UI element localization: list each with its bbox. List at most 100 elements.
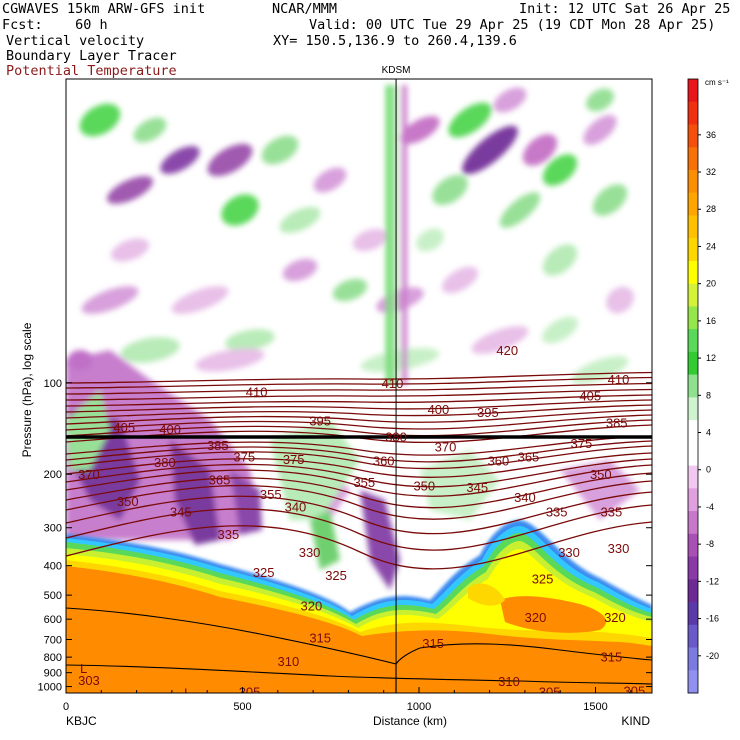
velocity-cell — [432, 174, 468, 206]
colorbar-tick-label: 8 — [706, 390, 711, 400]
theta-contour-label: 360 — [373, 453, 395, 468]
velocity-cell — [606, 286, 634, 314]
velocity-cell — [571, 356, 629, 384]
theta-contour-label: 330 — [608, 541, 630, 556]
colorbar-swatch — [688, 215, 698, 239]
theta-contour-line — [66, 376, 652, 389]
colorbar-tick-label: -20 — [706, 651, 719, 661]
theta-contour-label: 420 — [496, 343, 518, 358]
theta-contour-label: 400 — [159, 422, 181, 437]
velocity-cell — [522, 134, 558, 166]
colorbar-tick-label: 32 — [706, 167, 716, 177]
station-marker-label: KDSM — [382, 65, 411, 76]
x-tick-label: 1000 — [407, 701, 431, 713]
y-tick-label: 600 — [44, 614, 62, 626]
vertical-velocity-waves — [68, 85, 634, 385]
colorbar-tick-label: -16 — [706, 614, 719, 624]
theta-contour-line — [66, 394, 652, 407]
theta-contour-label: 305 — [239, 685, 261, 700]
theta-contour-label: 305 — [539, 685, 561, 700]
potential-temperature-contours — [66, 371, 652, 570]
colorbar-tick-label: 4 — [706, 428, 711, 438]
theta-contour-label: 330 — [299, 545, 321, 560]
velocity-cell — [541, 316, 579, 344]
potential-temperature-labels: 420 410 410 410 405 405 400 400 395 395 385 385 380 3… — [78, 343, 645, 700]
colorbar: 36 32 28 24 20 16 12 8 4 0 -4 -8 -12 -16 -20 — [687, 78, 719, 694]
colorbar-swatch — [688, 397, 698, 421]
colorbar-swatch — [688, 101, 698, 125]
theta-contour-line — [66, 445, 652, 470]
y-tick-label: 900 — [44, 668, 62, 680]
colorbar-swatch — [688, 488, 698, 512]
velocity-cell — [360, 347, 440, 373]
init-time: Init: 12 UTC Sat 26 Apr 25 — [519, 1, 731, 17]
velocity-cell — [499, 192, 541, 228]
y-tick-label: 500 — [44, 590, 62, 602]
theta-contour-line — [66, 414, 652, 431]
velocity-cell — [106, 176, 154, 204]
colorbar-tick-label: 0 — [706, 465, 711, 475]
colorbar-tick-label: 36 — [706, 130, 716, 140]
theta-contour-label: 320 — [525, 610, 547, 625]
colorbar-tick-label: -12 — [706, 576, 719, 586]
velocity-cell — [160, 146, 200, 174]
theta-contour-label: 380 — [154, 455, 176, 470]
velocity-cell — [462, 125, 518, 175]
valid-time: Valid: 00 UTC Tue 29 Apr 25 (19 CDT Mon … — [309, 17, 716, 33]
theta-contour-label: 315 — [422, 636, 444, 651]
forecast-hour: Fcst: 60 h — [2, 17, 108, 33]
velocity-stripe — [392, 85, 397, 385]
theta-contour-line — [66, 464, 652, 497]
theta-contour-line — [66, 435, 652, 456]
colorbar-swatch — [688, 374, 698, 398]
velocity-cell — [441, 266, 479, 294]
velocity-cell — [261, 135, 299, 165]
colorbar-tick-label: 20 — [706, 279, 716, 289]
x-axis-title: Distance (km) — [373, 714, 447, 728]
colorbar-swatch — [688, 533, 698, 558]
colorbar-swatch — [688, 329, 698, 353]
theta-contour-label: 410 — [246, 385, 268, 400]
theta-contour-label: 405 — [113, 420, 135, 435]
velocity-cell — [592, 184, 628, 216]
velocity-cell — [225, 329, 275, 351]
theta-contour-label: 335 — [601, 504, 623, 519]
velocity-stripe — [386, 85, 391, 385]
theta-contour-label: 345 — [466, 480, 488, 495]
low-marker: L — [184, 685, 191, 700]
theta-contour-label: 325 — [532, 571, 554, 586]
y-tick-label: 100 — [44, 378, 62, 390]
colorbar-swatch — [688, 511, 698, 535]
theta-contour-label: 310 — [498, 674, 520, 689]
colorbar-swatch — [688, 624, 698, 649]
colorbar-tick-label: 12 — [706, 353, 716, 363]
theta-contour-label: 305 — [623, 683, 645, 698]
velocity-cell — [313, 167, 347, 193]
x-tick-label: 0 — [63, 701, 69, 713]
theta-contour-label: 320 — [604, 610, 626, 625]
velocity-cell — [133, 117, 167, 143]
velocity-cell — [542, 244, 578, 276]
theta-contour-line — [66, 388, 652, 401]
organization: NCAR/MMM — [272, 1, 338, 17]
velocity-cell — [542, 154, 578, 186]
colorbar-swatch — [688, 420, 698, 444]
velocity-cell — [583, 115, 617, 145]
theta-contour-label: 395 — [477, 405, 499, 420]
plot-area: 420 410 410 410 405 405 400 400 395 395 385 385 380 3… — [66, 79, 652, 700]
colorbar-units: cm s⁻¹ — [705, 78, 729, 87]
theta-contour-label: 405 — [579, 388, 601, 403]
theta-contour-line — [66, 452, 652, 478]
left-endpoint-label: KBJC — [66, 714, 97, 728]
velocity-cell — [471, 326, 529, 354]
theta-contour-label: 360 — [488, 453, 510, 468]
theta-contour-label: 375 — [283, 452, 305, 467]
theta-contour-label: 385 — [606, 415, 628, 430]
colorbar-tick-label: -4 — [706, 502, 714, 512]
colorbar-swatch — [688, 283, 698, 307]
colorbar-swatch — [688, 579, 698, 603]
colorbar-swatch — [688, 465, 698, 489]
model-title: CGWAVES 15km ARW-GFS init — [2, 1, 206, 17]
theta-contour-line — [66, 419, 652, 437]
y-tick-label: 700 — [44, 635, 62, 647]
